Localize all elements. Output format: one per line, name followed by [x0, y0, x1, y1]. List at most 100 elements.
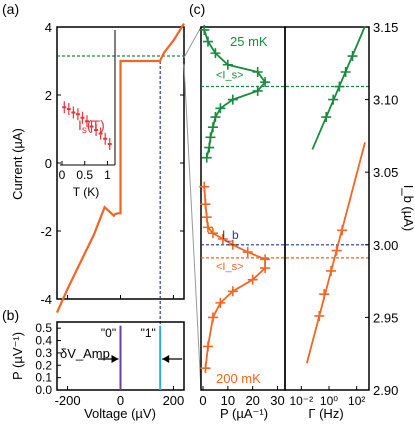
panel-c1-point: [207, 228, 218, 239]
panel-c1-curve-1: [203, 186, 267, 369]
panel-c2-ytick-label: 3.05: [373, 165, 398, 180]
panel-b-ytick-label: 0.4: [35, 334, 52, 348]
panel-c1-point: [202, 341, 213, 352]
panel-b-xtick-label: 200: [163, 393, 185, 408]
panel-c2-ytick-label: 2.90: [373, 383, 398, 398]
panel-c1-point: [202, 222, 213, 233]
panel-label-c: (c): [189, 1, 205, 17]
panel-a-ytick-label: -2: [40, 224, 52, 239]
panel-c1-mean-label-top: <I_s>: [216, 70, 244, 82]
panel-c2-xtick-label: 10⁰: [320, 394, 338, 408]
panel-a-ytick-label: -4: [40, 292, 52, 307]
panel-b-peak-0-label: "0": [101, 326, 116, 340]
panel-c2-point: [326, 265, 337, 276]
panel-c2-point: [337, 225, 348, 236]
panel-c1-curve-0: [203, 29, 267, 158]
panel-c1-point: [217, 233, 228, 244]
panel-b-ytick-label: 0.3: [35, 346, 52, 360]
panel-c1-xlabel: P (µA⁻¹): [220, 406, 268, 421]
panel-c1-point: [242, 247, 253, 258]
panel-a-ytick-label: 4: [45, 20, 52, 35]
panel-b-ylabel: P (µV⁻¹): [10, 332, 25, 380]
panel-c2-point: [334, 81, 345, 92]
panel-c1-point: [252, 67, 263, 78]
panel-a-inset-xlabel: T (K): [73, 185, 99, 199]
panel-b-ytick-label: 0.1: [35, 371, 52, 385]
panel-c1-point: [210, 48, 221, 59]
panel-c1-point: [200, 199, 211, 210]
panel-c2-xtick-label: 10²: [348, 394, 365, 408]
panel-a-ylabel: Current (µA): [10, 128, 25, 200]
panel-c1-point: [260, 77, 271, 88]
panel-a-inset-xtick-label: 1: [104, 168, 111, 182]
panel-c1-plot: 0 10 20 30 25 mK 200 mK <I_s> <I_s> I_b: [199, 24, 369, 408]
panel-c1-point: [260, 254, 271, 265]
panel-c2-point: [331, 245, 342, 256]
panel-c2-point: [340, 67, 351, 78]
panel-c1-point: [252, 85, 263, 96]
panel-c2-point: [328, 94, 339, 105]
panel-c1-bias-label: I_b: [222, 228, 239, 242]
panel-b-ytick-label: 0.2: [35, 358, 52, 372]
panel-label-a: (a): [2, 1, 19, 17]
panel-c2-point: [347, 51, 358, 62]
panel-a-inset-xtick-label: 0.5: [76, 168, 93, 182]
panel-c2-frame: [284, 26, 370, 391]
panel-c1-point: [210, 112, 221, 123]
panel-c1-point: [204, 142, 215, 153]
panel-c1-point: [222, 59, 233, 70]
panel-b-peak-1-label: "1": [141, 326, 156, 340]
panel-c1-point: [199, 181, 210, 192]
panel-a-ytick-label: 0: [45, 156, 52, 171]
panel-c1-point: [215, 297, 226, 308]
panel-b-plot: 0.00.10.20.30.40.5 -200 0 200 "0" "1" δV_Amp: [35, 321, 184, 408]
panel-c1-point: [227, 94, 238, 105]
panel-c1-mean-label-bottom: <I_s>: [216, 261, 244, 273]
panel-c1-xtick-label: 0: [199, 393, 206, 408]
panel-c2-ytick-label: 3.10: [373, 93, 398, 108]
panel-c2-ytick-label: 2.95: [373, 310, 398, 325]
panel-c1-xtick-label: 10: [221, 393, 235, 408]
panel-label-b: (b): [2, 307, 19, 323]
panel-b-ytick-label: 0.0: [35, 383, 52, 397]
panel-c1-point: [247, 274, 258, 285]
panel-c2-ytick-label: 3.00: [373, 238, 398, 253]
panel-b-ytick-label: 0.5: [35, 321, 52, 335]
panel-c2-ytick-label: 3.15: [373, 20, 398, 35]
panel-c1-point: [207, 122, 218, 133]
panel-c1-label-cold: 200 mK: [216, 371, 261, 386]
panel-c2-xlabel: Γ (Hz): [308, 406, 343, 421]
panel-c1-point: [199, 24, 210, 35]
panel-c1-point: [201, 152, 212, 163]
zoom-line-bottom: [183, 64, 202, 391]
panel-a-ytick-label: 2: [45, 88, 52, 103]
panel-c1-xtick-label: 30: [270, 393, 284, 408]
panel-c1-point: [202, 36, 213, 47]
panel-c2-point: [321, 112, 332, 123]
panel-c1-xtick-label: 20: [245, 393, 259, 408]
panel-b-xlabel: Voltage (µV): [84, 406, 156, 421]
panel-b-xtick-label: -200: [55, 393, 81, 408]
panel-a-inset-xtick-label: 0: [59, 168, 66, 182]
panel-b-arrowhead-right: [162, 355, 170, 363]
panel-b-annotation: δV_Amp: [60, 346, 110, 361]
panel-c2-plot: 2.90 2.95 3.00 3.05 3.10 3.15 10⁻² 10⁰ 10²: [289, 20, 398, 408]
panel-c2-point: [314, 310, 325, 321]
panel-c1-point: [215, 103, 226, 114]
panel-a-iv-curve: [55, 23, 185, 314]
panel-b-xtick-label: 0: [117, 393, 124, 408]
panel-c2-ylabel: I_b (µA): [401, 185, 415, 232]
panel-c1-point: [227, 286, 238, 297]
panel-c1-point: [205, 132, 216, 143]
panel-c1-point: [207, 312, 218, 323]
panel-c1-label-hot: 25 mK: [230, 34, 268, 49]
panel-c1-point: [201, 212, 212, 223]
panel-b-arrowhead-left: [111, 355, 119, 363]
panel-c1-point: [260, 263, 271, 274]
panel-c2-point: [319, 289, 330, 300]
panel-c2-xtick-label: 10⁻²: [289, 394, 313, 408]
panel-c1-point: [200, 363, 211, 374]
zoom-line-top: [183, 26, 202, 58]
